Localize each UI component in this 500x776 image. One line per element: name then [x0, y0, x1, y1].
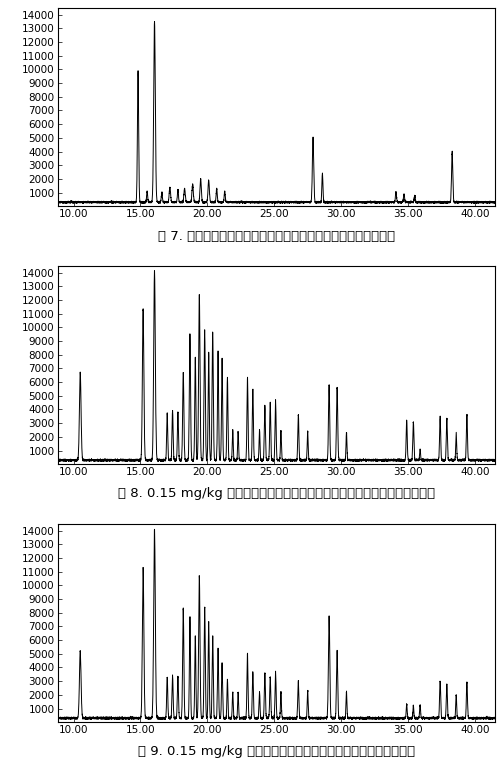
- Text: 图 9. 0.15 mg/kg 大米基质加标选择离子流色谱图（有机磷农药）: 图 9. 0.15 mg/kg 大米基质加标选择离子流色谱图（有机磷农药）: [138, 746, 415, 758]
- Text: 图 7. 大米基质空白的选择离子流色谱图（有机磷农药检测条件）: 图 7. 大米基质空白的选择离子流色谱图（有机磷农药检测条件）: [158, 230, 395, 243]
- Text: 图 8. 0.15 mg/kg 大米基质混合标准工作液选择离子流色谱图（有机磷农药）: 图 8. 0.15 mg/kg 大米基质混合标准工作液选择离子流色谱图（有机磷农…: [118, 487, 435, 501]
